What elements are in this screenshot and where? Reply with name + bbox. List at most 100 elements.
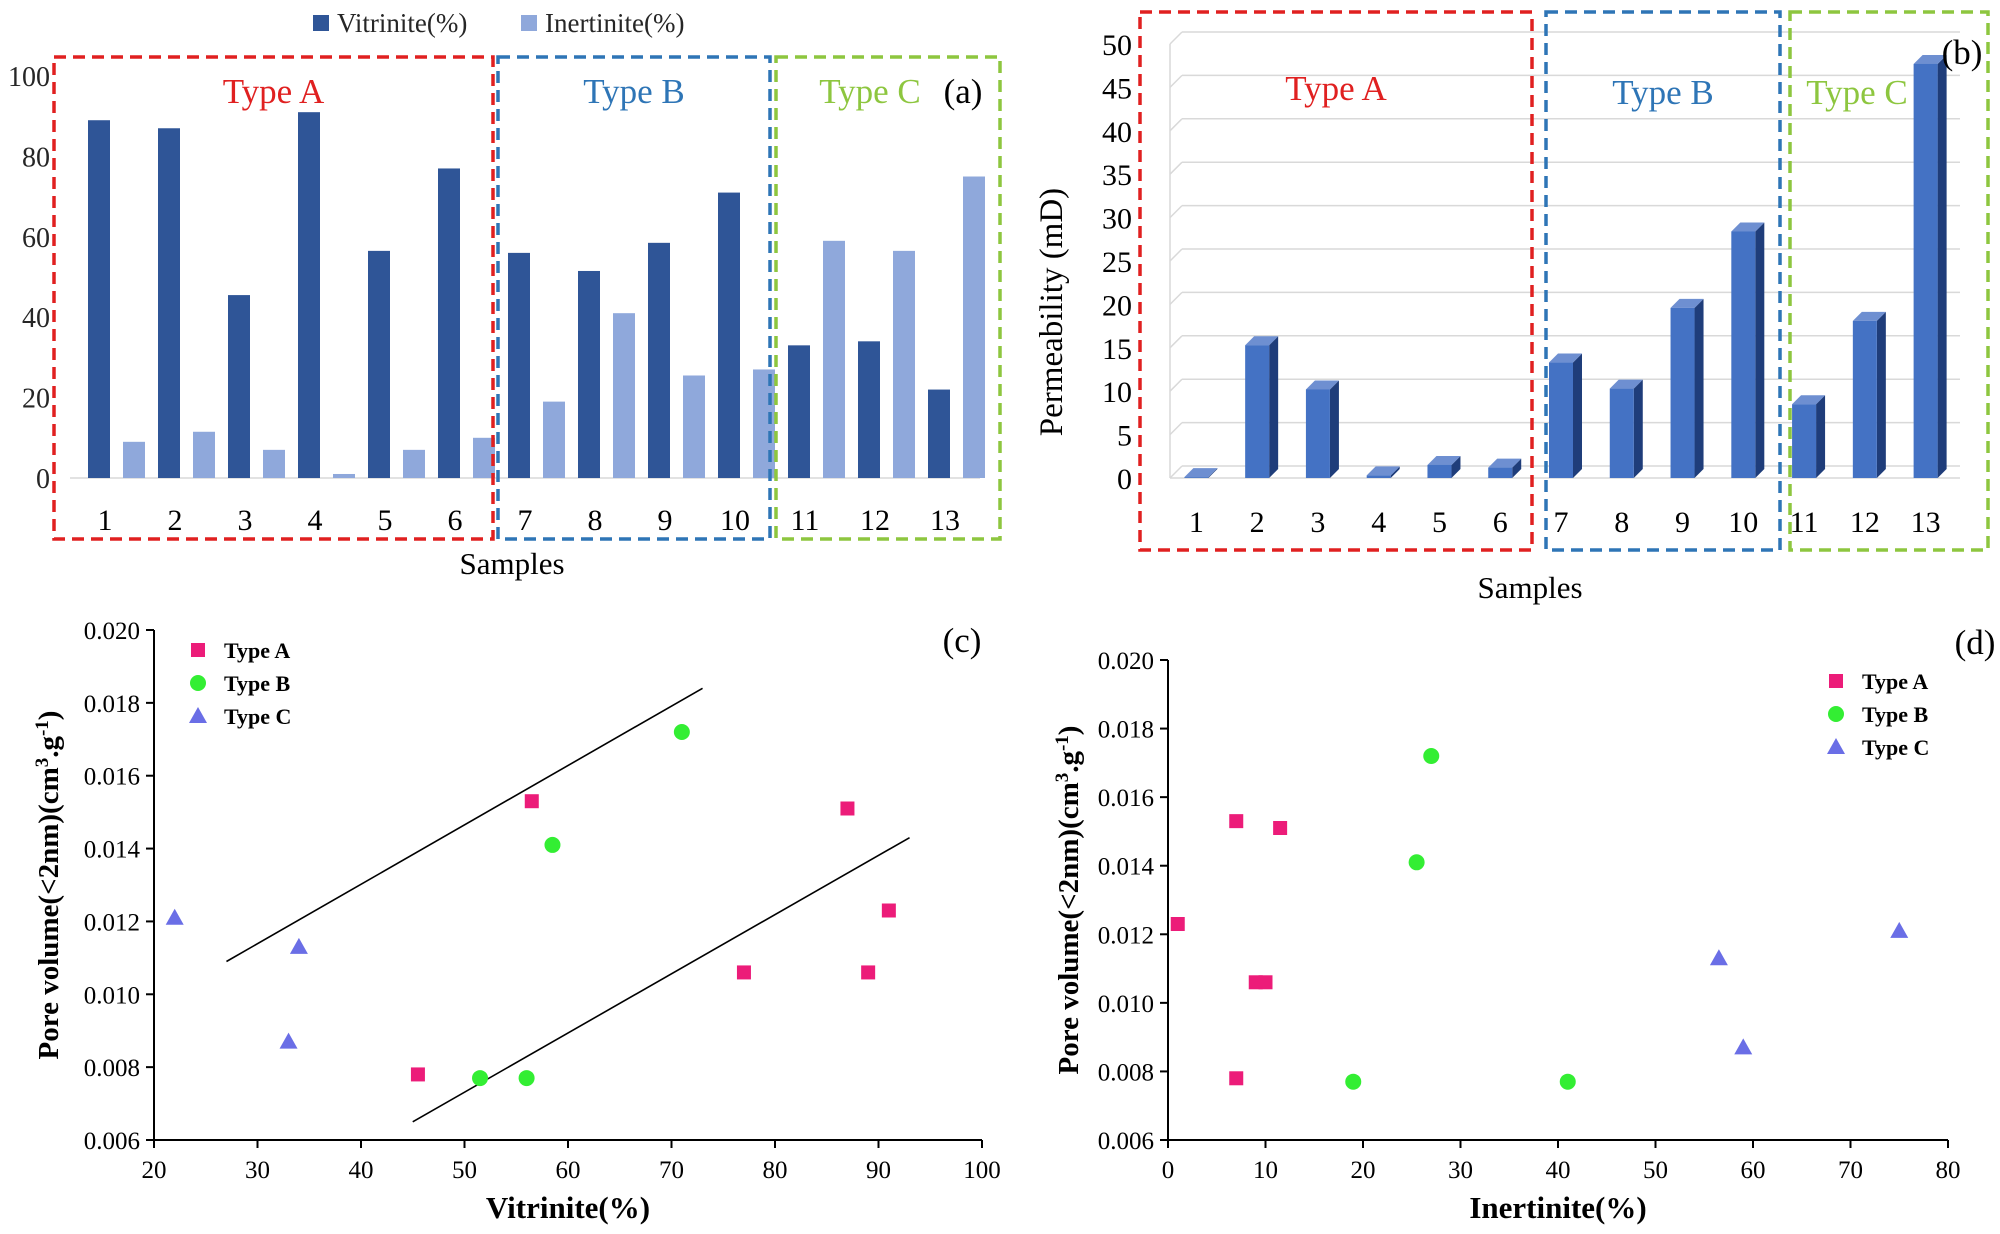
y-tick-label: 0.012 bbox=[84, 909, 140, 936]
bar-side bbox=[1329, 380, 1339, 478]
group-label: Type B bbox=[1612, 73, 1714, 112]
legend-label: Type B bbox=[224, 671, 291, 696]
bar-top bbox=[1792, 395, 1826, 405]
legend-label: Type A bbox=[1862, 669, 1928, 694]
x-tick-label: 8 bbox=[588, 504, 603, 537]
x-tick-label: 30 bbox=[1448, 1157, 1473, 1184]
x-tick-label: 10 bbox=[1728, 506, 1758, 539]
bar-permeability bbox=[1427, 464, 1452, 478]
gridline-side bbox=[1169, 465, 1183, 479]
y-axis-title: Permeability (mD) bbox=[1034, 188, 1070, 436]
bar-inertinite bbox=[543, 401, 565, 478]
x-tick-label: 7 bbox=[1554, 506, 1569, 539]
x-axis-title: Vitrinite(%) bbox=[486, 1190, 650, 1225]
legend-marker bbox=[1827, 738, 1845, 754]
bar-permeability bbox=[1366, 475, 1391, 478]
x-tick-label: 11 bbox=[791, 504, 820, 537]
x-tick-label: 80 bbox=[763, 1157, 788, 1184]
x-tick-label: 7 bbox=[518, 504, 533, 537]
x-tick-label: 90 bbox=[866, 1157, 891, 1184]
panel-label: (b) bbox=[1942, 33, 1983, 72]
panel-label: (a) bbox=[944, 72, 983, 111]
legend-label: Type B bbox=[1862, 702, 1929, 727]
y-tick-label: 0.006 bbox=[84, 1128, 140, 1155]
y-tick-label: 0.006 bbox=[1098, 1128, 1154, 1155]
bar-vitrinite bbox=[368, 250, 390, 478]
bar-vitrinite bbox=[508, 252, 530, 478]
bar-permeability bbox=[1184, 477, 1209, 478]
y-axis-title: Pore volume(<2nm)(cm3.g-1) bbox=[32, 711, 66, 1060]
gridline-side bbox=[1169, 205, 1183, 219]
bar-vitrinite bbox=[928, 389, 950, 478]
y-tick-label: 80 bbox=[22, 142, 50, 173]
x-tick-label: 100 bbox=[963, 1157, 1001, 1184]
x-tick-label: 20 bbox=[1351, 1157, 1376, 1184]
group-box-type-a bbox=[1138, 10, 1534, 552]
legend-label: Type C bbox=[1862, 735, 1929, 760]
x-tick-label: 4 bbox=[308, 504, 323, 537]
x-tick-label: 30 bbox=[245, 1157, 270, 1184]
bar-side bbox=[1633, 379, 1643, 478]
y-tick-label: 0.008 bbox=[1098, 1059, 1154, 1086]
group-box-type-b bbox=[496, 55, 772, 541]
x-axis-title: Samples bbox=[1477, 570, 1582, 605]
y-tick-label: 0.010 bbox=[1098, 991, 1154, 1018]
bar-side bbox=[1208, 468, 1218, 478]
y-tick-label: 0.020 bbox=[84, 618, 140, 645]
bar-side bbox=[1816, 395, 1826, 478]
y-tick-label: 30 bbox=[1102, 203, 1132, 236]
y-axis-title-part: Pore volume(<2nm)(cm bbox=[33, 767, 65, 1059]
bar-top bbox=[1245, 336, 1279, 346]
bar-top bbox=[1184, 468, 1218, 478]
x-tick-label: 0 bbox=[1162, 1157, 1175, 1184]
x-tick-label: 13 bbox=[1911, 506, 1941, 539]
group-box-type-b bbox=[1544, 10, 1782, 552]
x-tick-label: 60 bbox=[556, 1157, 581, 1184]
point-type-b bbox=[673, 724, 690, 740]
x-tick-label: 1 bbox=[98, 504, 113, 537]
bar-vitrinite bbox=[648, 242, 670, 478]
bar-inertinite bbox=[473, 437, 495, 478]
bar-vitrinite bbox=[88, 120, 110, 478]
y-tick-label: 20 bbox=[1102, 289, 1132, 322]
gridline-side bbox=[1169, 31, 1183, 45]
point-type-b bbox=[472, 1070, 489, 1087]
gridline-side bbox=[1169, 378, 1183, 392]
bar-side bbox=[1390, 466, 1400, 478]
y-tick-label: 100 bbox=[8, 62, 50, 93]
group-label: Type C bbox=[1806, 73, 1908, 112]
bar-permeability bbox=[1852, 320, 1877, 478]
point-type-a bbox=[1229, 1071, 1244, 1086]
bar-vitrinite bbox=[158, 128, 180, 478]
trendline bbox=[412, 836, 910, 1123]
x-tick-label: 2 bbox=[168, 504, 183, 537]
y-tick-label: 0.014 bbox=[84, 837, 141, 864]
bar-vitrinite bbox=[578, 270, 600, 478]
y-tick-label: 0 bbox=[36, 464, 50, 495]
bar-vitrinite bbox=[228, 295, 250, 478]
group-box-type-c bbox=[1788, 10, 1990, 552]
bar-permeability bbox=[1792, 404, 1817, 478]
point-type-a bbox=[861, 965, 876, 980]
group-label: Type B bbox=[583, 72, 685, 111]
bar-side bbox=[1512, 458, 1522, 478]
bar-permeability bbox=[1305, 389, 1330, 478]
x-tick-label: 11 bbox=[1790, 506, 1819, 539]
y-tick-label: 0.018 bbox=[1098, 717, 1154, 744]
point-type-a bbox=[524, 794, 539, 809]
legend-label: Type A bbox=[224, 638, 290, 663]
bar-inertinite bbox=[613, 313, 635, 478]
y-tick-label: 25 bbox=[1102, 246, 1132, 279]
y-tick-label: 35 bbox=[1102, 159, 1132, 192]
bar-top bbox=[1852, 311, 1886, 321]
point-type-b bbox=[1345, 1073, 1362, 1090]
point-type-c bbox=[1709, 949, 1728, 966]
bar-top bbox=[1549, 353, 1582, 363]
bar-permeability bbox=[1609, 388, 1634, 478]
bar-permeability bbox=[1913, 63, 1938, 479]
x-tick-label: 6 bbox=[448, 504, 463, 537]
legend-label: Inertinite(%) bbox=[545, 8, 684, 38]
y-tick-label: 20 bbox=[22, 384, 50, 415]
